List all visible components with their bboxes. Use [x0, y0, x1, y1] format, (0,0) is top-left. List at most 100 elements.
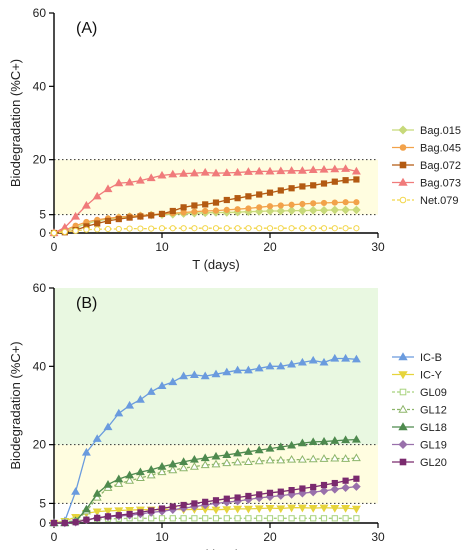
data-point — [168, 169, 178, 178]
data-point — [135, 395, 145, 403]
data-point — [189, 462, 199, 470]
data-point — [179, 371, 189, 380]
x-tick-label: 20 — [263, 240, 277, 254]
data-point — [191, 208, 198, 215]
data-point — [168, 459, 178, 468]
data-point — [202, 201, 209, 208]
data-point — [104, 513, 112, 520]
data-point — [243, 505, 253, 514]
data-point — [94, 220, 101, 227]
data-point — [212, 199, 220, 206]
data-point — [125, 476, 135, 484]
data-point — [276, 455, 286, 464]
data-point — [320, 481, 328, 489]
data-point — [191, 225, 198, 232]
data-point — [137, 213, 144, 220]
data-point — [168, 465, 178, 474]
data-point — [189, 168, 199, 177]
data-point — [266, 203, 274, 210]
y-tick-label: 40 — [33, 79, 47, 93]
data-point — [277, 225, 284, 232]
data-point — [342, 199, 349, 206]
data-point — [212, 207, 220, 214]
data-point — [320, 515, 328, 522]
data-point — [179, 463, 189, 472]
data-point — [341, 505, 351, 513]
legend-marker — [398, 404, 408, 413]
data-point — [104, 217, 112, 225]
data-point — [319, 504, 329, 513]
data-point — [308, 165, 318, 174]
data-point — [266, 515, 274, 522]
data-point — [299, 225, 306, 232]
data-point — [287, 206, 296, 215]
data-point — [189, 454, 199, 463]
data-point — [341, 454, 351, 462]
data-point — [254, 363, 264, 372]
data-point — [125, 400, 135, 409]
legend-marker — [399, 388, 407, 396]
data-point — [308, 487, 318, 497]
data-point — [265, 361, 275, 370]
data-point — [114, 507, 124, 516]
data-point — [115, 215, 122, 223]
data-point — [212, 515, 220, 522]
data-point — [211, 369, 221, 378]
data-point — [265, 206, 275, 216]
legend-label: Net.079 — [420, 195, 459, 207]
data-point — [169, 207, 176, 215]
background-band — [54, 288, 378, 445]
data-point — [179, 169, 189, 177]
data-point — [180, 204, 187, 211]
data-point — [276, 361, 286, 370]
panel-a: 0 5 20 40 60 0 10 20 30 T (days) Biodegradation (%… — [8, 6, 461, 272]
data-point — [103, 184, 113, 193]
data-point — [157, 462, 167, 470]
x-tick-label: 10 — [155, 240, 169, 254]
data-point — [223, 196, 230, 204]
data-point — [222, 458, 232, 467]
legend-label: Bag.073 — [420, 178, 461, 190]
legend-label: GL18 — [420, 422, 447, 434]
data-point — [211, 451, 221, 460]
data-point — [137, 225, 144, 232]
legend-marker — [398, 422, 408, 431]
data-point — [342, 177, 349, 184]
data-point — [342, 477, 349, 484]
data-point — [222, 367, 232, 376]
data-point — [276, 206, 286, 216]
data-point — [351, 453, 361, 462]
data-point — [245, 193, 252, 200]
data-point — [298, 206, 307, 215]
data-point — [61, 519, 68, 527]
data-point — [50, 229, 58, 237]
data-point — [146, 173, 156, 182]
data-point — [308, 355, 318, 364]
data-point — [202, 515, 209, 522]
data-point — [234, 225, 241, 232]
data-point — [319, 164, 329, 173]
data-point — [202, 225, 209, 232]
data-point — [202, 498, 209, 505]
data-point — [200, 460, 210, 469]
data-point — [287, 166, 297, 174]
data-point — [211, 459, 221, 468]
legend-item: GL09 — [392, 387, 447, 399]
data-point — [265, 455, 275, 464]
data-point — [234, 515, 241, 522]
y-tick-label: 60 — [33, 281, 47, 295]
data-point — [168, 377, 178, 386]
y-tick-label: 5 — [39, 496, 46, 510]
data-point — [158, 210, 166, 218]
data-point — [211, 168, 221, 177]
y-tick-label: 0 — [39, 226, 46, 240]
data-point — [288, 515, 295, 522]
data-point — [233, 457, 243, 466]
data-point — [233, 448, 243, 457]
x-tick-label: 20 — [263, 530, 277, 544]
data-point — [330, 353, 340, 362]
x-tick-label: 10 — [155, 530, 169, 544]
data-point — [254, 166, 264, 175]
data-point — [266, 189, 274, 196]
